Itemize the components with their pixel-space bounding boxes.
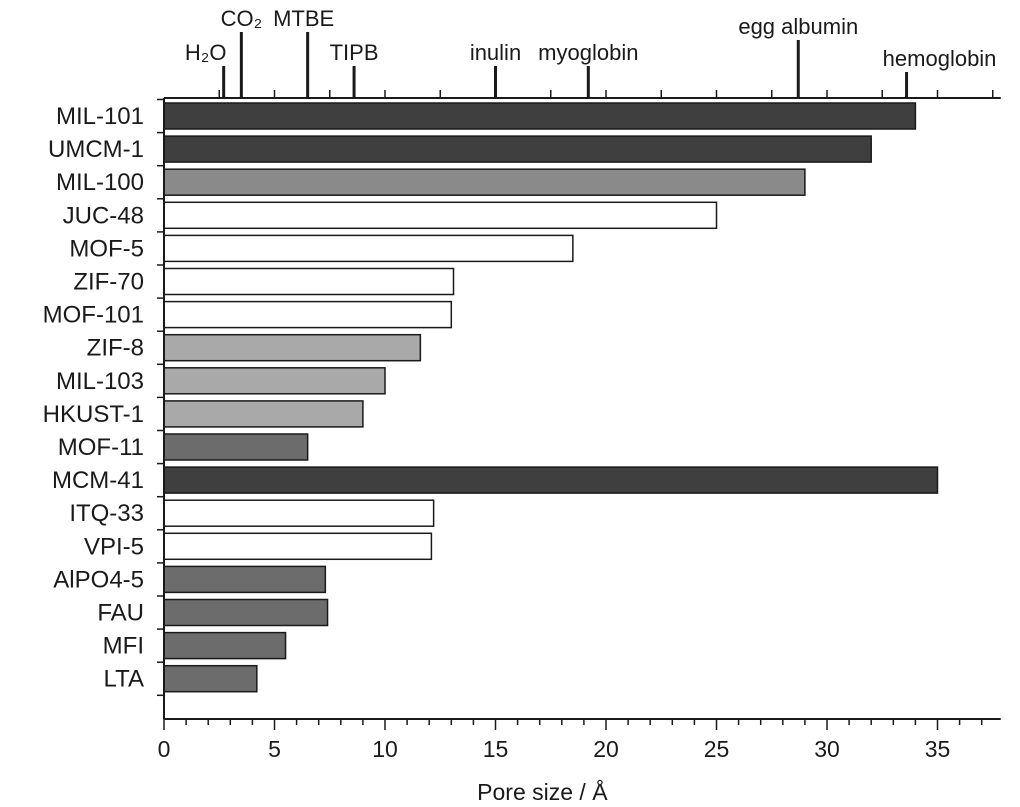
bar-mfi <box>163 631 287 660</box>
category-label: MOF-11 <box>58 434 144 461</box>
molecule-label: myoglobin <box>538 40 638 65</box>
x-tick-label: 5 <box>268 736 281 762</box>
category-label: ITQ-33 <box>69 500 144 527</box>
x-tick-label: 30 <box>814 736 840 762</box>
molecule-label: H₂O <box>185 40 227 65</box>
category-label: JUC-48 <box>63 202 144 229</box>
category-label: MCM-41 <box>52 467 144 494</box>
category-label: AlPO4-5 <box>53 566 144 593</box>
category-label: MIL-100 <box>56 169 144 196</box>
bar-fau <box>163 598 329 627</box>
category-label: MOF-5 <box>69 235 144 262</box>
bar-mil-103 <box>163 367 386 395</box>
x-tick-label: 25 <box>704 736 730 762</box>
bars-group <box>163 102 939 693</box>
category-label: LTA <box>104 666 144 693</box>
bar-umcm-1 <box>163 135 872 163</box>
molecule-label: MTBE <box>273 6 334 31</box>
bar-zif-8 <box>163 333 422 362</box>
bar-hkust-1 <box>163 400 364 428</box>
molecule-label: inulin <box>470 40 521 65</box>
bar-mcm-41 <box>163 466 939 494</box>
bar-alpo4-5 <box>163 565 327 594</box>
x-tick-label: 0 <box>158 736 171 762</box>
bar-zif-70 <box>163 267 455 296</box>
molecule-label: hemoglobin <box>883 46 997 71</box>
molecule-scale-axis: H₂O CO₂ MTBE TIPB inulin myoglobin egg albumin… <box>164 6 1001 99</box>
molecule-label: CO₂ <box>221 6 263 31</box>
category-label: UMCM-1 <box>48 136 144 163</box>
category-label: ZIF-8 <box>87 335 144 362</box>
bar-mil-101 <box>163 102 917 130</box>
bar-lta <box>163 664 258 693</box>
category-label: ZIF-70 <box>73 269 144 296</box>
x-tick-label: 20 <box>593 736 619 762</box>
category-label: MFI <box>103 633 144 660</box>
category-label: FAU <box>97 600 144 627</box>
category-label: MIL-101 <box>56 103 144 130</box>
bar-mof-5 <box>163 234 574 263</box>
bar-vpi-5 <box>163 532 433 561</box>
bar-mof-11 <box>163 433 309 461</box>
category-label: MIL-103 <box>56 368 144 395</box>
bottom-axis: 0 5 10 15 20 25 30 35 <box>158 718 1001 762</box>
molecule-label: egg albumin <box>738 14 858 39</box>
x-axis-title: Pore size / Å <box>477 778 608 805</box>
bar-itq-33 <box>163 499 435 527</box>
bar-mof-101 <box>163 300 453 329</box>
bar-juc-48 <box>163 201 718 230</box>
category-label: HKUST-1 <box>43 401 144 428</box>
molecule-label: TIPB <box>330 40 379 65</box>
x-tick-label: 10 <box>372 736 398 762</box>
category-axis: MIL-101 UMCM-1 MIL-100 JUC-48 MOF-5 ZIF-70 MOF… <box>43 98 165 719</box>
category-label: VPI-5 <box>84 533 144 560</box>
x-tick-label: 15 <box>483 736 509 762</box>
category-label: MOF-101 <box>43 302 144 329</box>
bar-mil-100 <box>163 168 806 196</box>
x-tick-label: 35 <box>925 736 951 762</box>
